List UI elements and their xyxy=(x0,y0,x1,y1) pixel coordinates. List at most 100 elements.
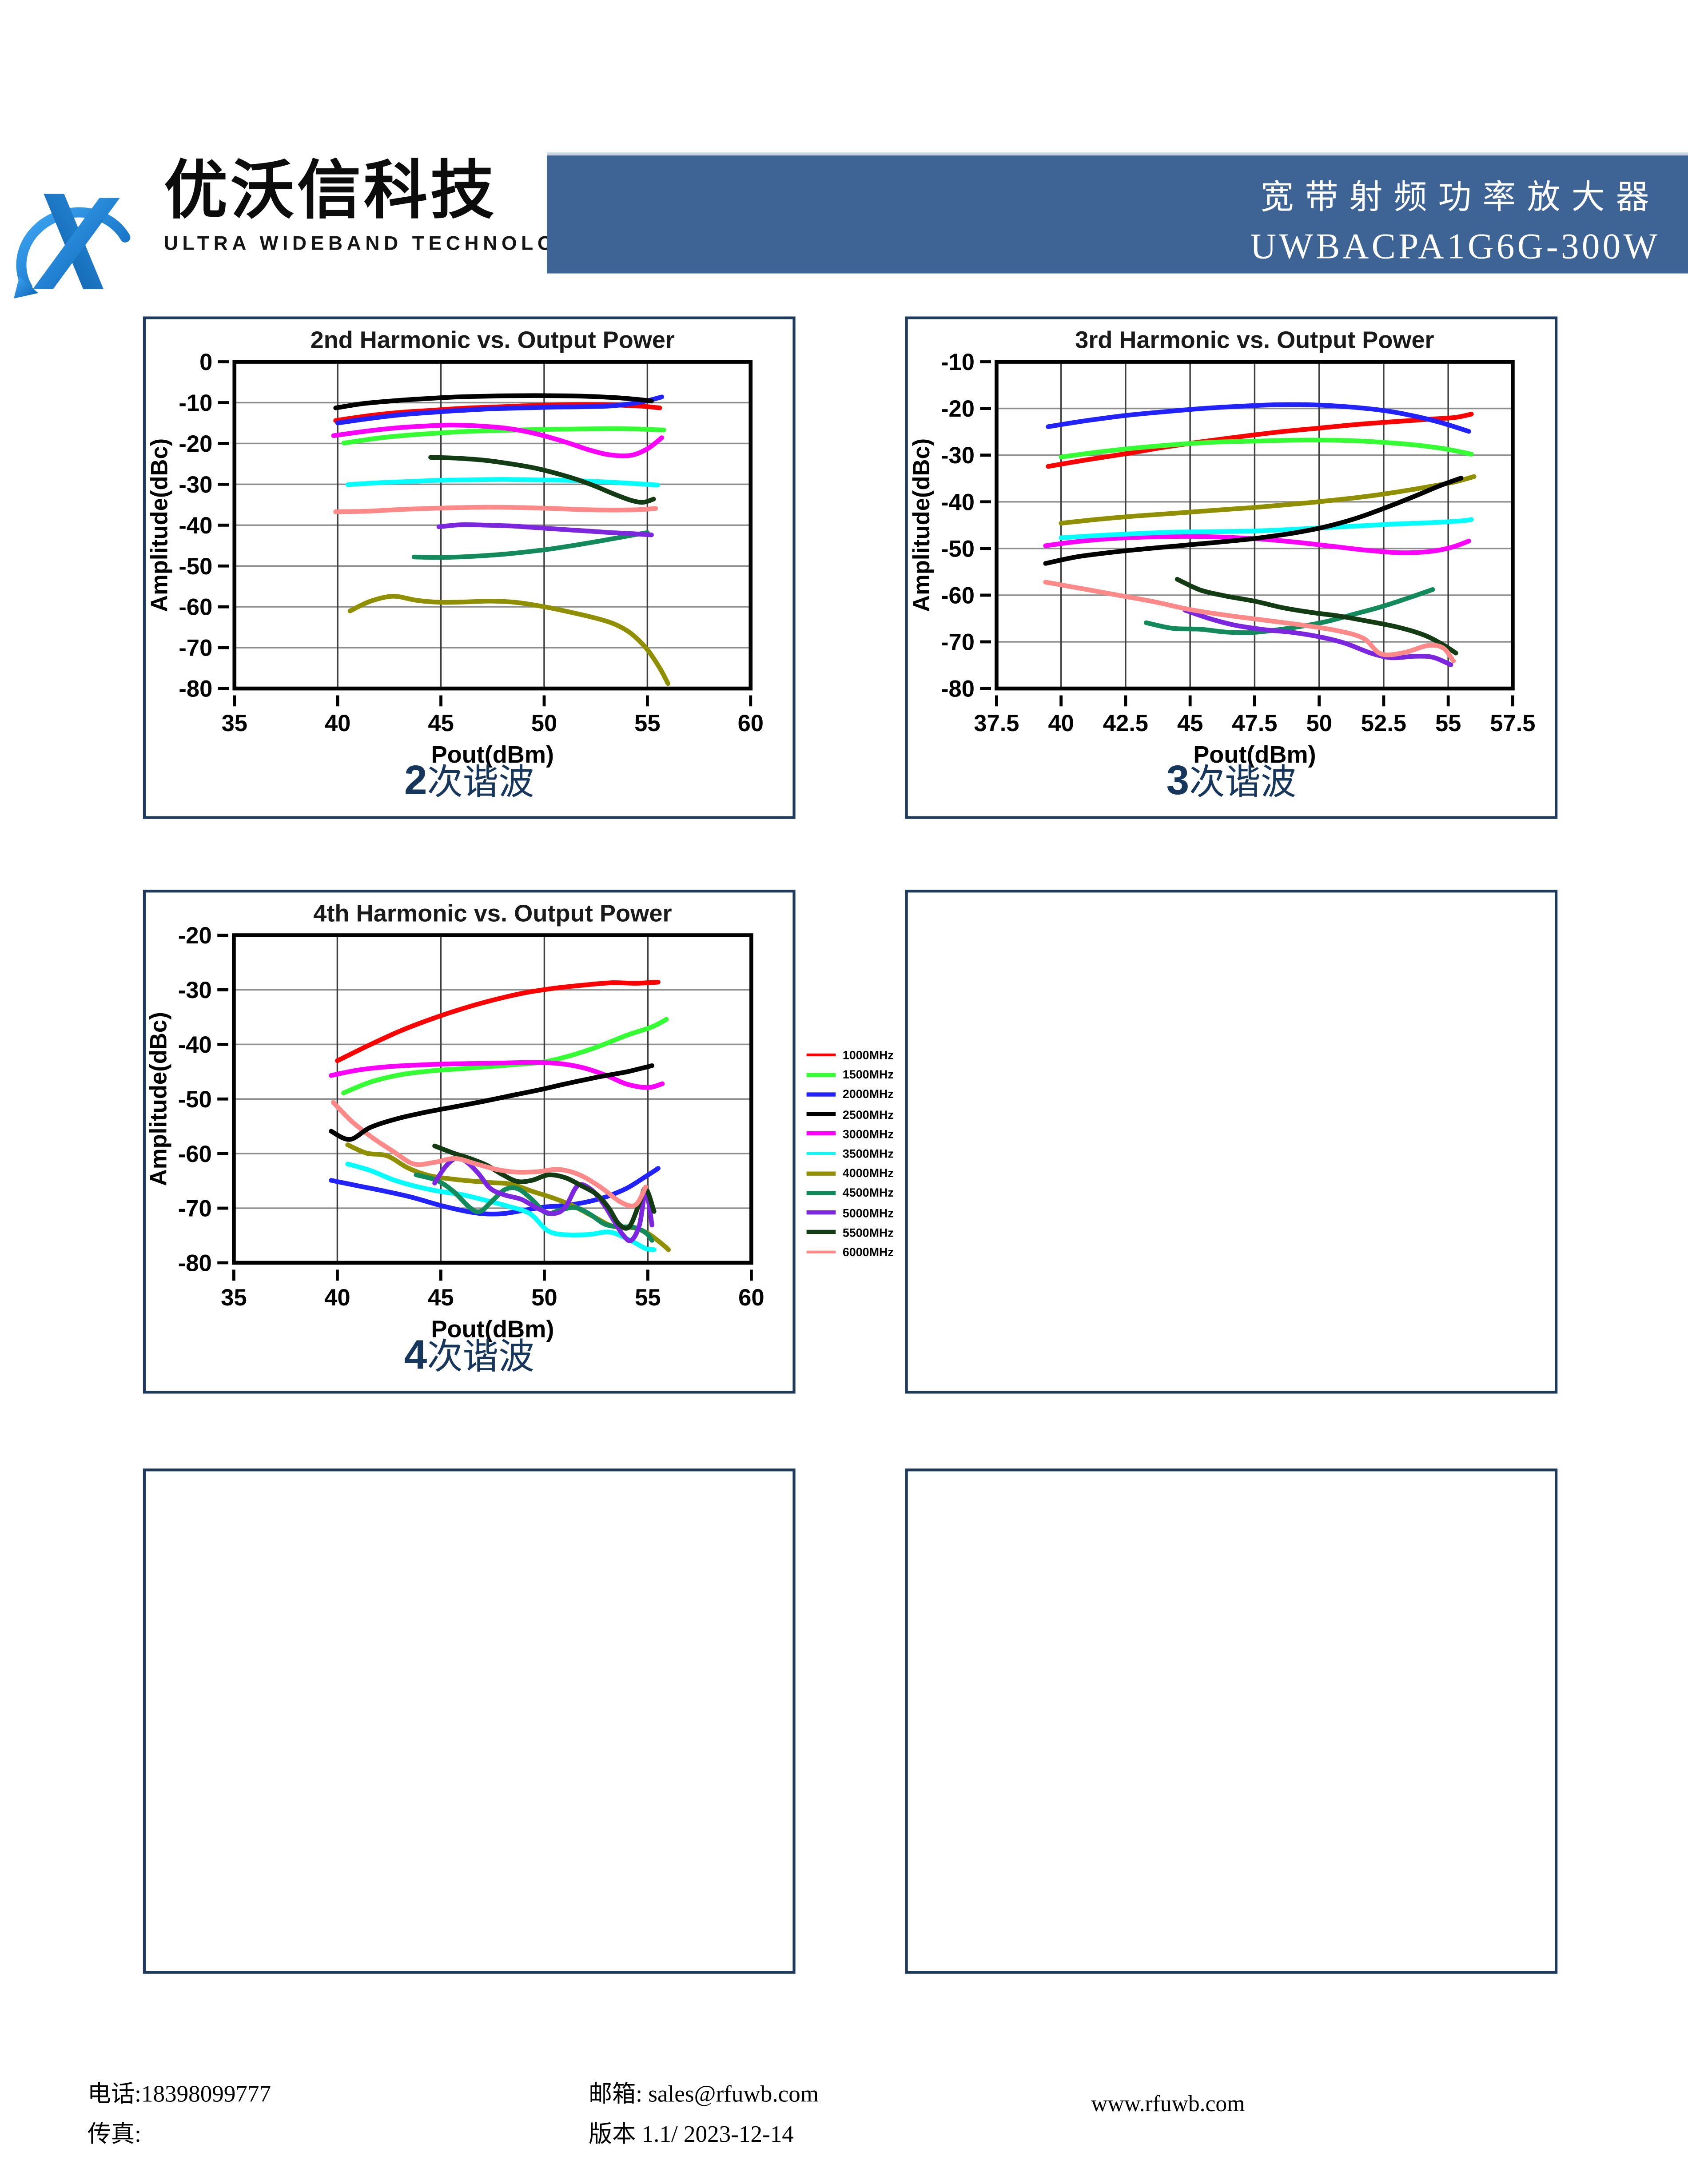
svg-text:45: 45 xyxy=(428,710,454,736)
svg-text:-70: -70 xyxy=(179,635,212,661)
svg-text:-70: -70 xyxy=(178,1196,212,1222)
empty-panel-middle-right xyxy=(905,890,1558,1394)
svg-text:-20: -20 xyxy=(941,396,975,422)
svg-text:-40: -40 xyxy=(941,489,975,515)
legend-color-line xyxy=(806,1073,836,1077)
chart-panel-2nd-harmonic: 2nd Harmonic vs. Output Power Amplitude(d… xyxy=(143,316,796,819)
svg-text:4次谐波: 4次谐波 xyxy=(404,1332,534,1378)
footer-email: 邮箱: sales@rfuwb.com xyxy=(589,2081,819,2107)
company-name-cn: 优沃信科技 xyxy=(163,154,497,227)
svg-text:35: 35 xyxy=(222,710,247,736)
chart-2nd-harmonic: 2nd Harmonic vs. Output Power Amplitude(d… xyxy=(146,327,764,803)
footer-phone: 电话:18398099777 xyxy=(87,2081,271,2107)
svg-text:50: 50 xyxy=(531,710,557,736)
legend-item: 2000MHz xyxy=(806,1085,904,1104)
svg-text:60: 60 xyxy=(738,1285,764,1311)
svg-text:47.5: 47.5 xyxy=(1232,710,1277,736)
svg-text:60: 60 xyxy=(738,710,764,736)
svg-text:-50: -50 xyxy=(178,1086,212,1113)
svg-text:-10: -10 xyxy=(941,349,975,375)
legend-label: 1000MHz xyxy=(842,1048,894,1062)
svg-text:Pout(dBm): Pout(dBm) xyxy=(431,1316,554,1342)
svg-text:-60: -60 xyxy=(941,582,975,609)
svg-text:55: 55 xyxy=(634,710,660,736)
svg-text:37.5: 37.5 xyxy=(974,710,1019,736)
svg-text:55: 55 xyxy=(635,1285,661,1311)
svg-text:40: 40 xyxy=(324,1285,350,1311)
empty-panel-bottom-right xyxy=(905,1468,1558,1974)
svg-text:-80: -80 xyxy=(178,1250,212,1277)
legend-item: 3500MHz xyxy=(806,1144,904,1163)
legend-color-line xyxy=(806,1250,836,1254)
legend-color-line xyxy=(806,1171,836,1175)
svg-text:Pout(dBm): Pout(dBm) xyxy=(1193,741,1316,768)
svg-text:-10: -10 xyxy=(179,390,212,416)
footer-fax: 传真: xyxy=(87,2121,141,2148)
legend-item: 6000MHz xyxy=(806,1242,904,1261)
svg-text:-20: -20 xyxy=(179,431,212,457)
svg-text:35: 35 xyxy=(221,1285,247,1311)
svg-text:40: 40 xyxy=(325,710,350,736)
chart-4th-harmonic: 4th Harmonic vs. Output Power Amplitude(d… xyxy=(146,900,764,1378)
svg-text:50: 50 xyxy=(1306,710,1332,736)
legend-label: 3000MHz xyxy=(842,1127,894,1141)
svg-text:40: 40 xyxy=(1048,710,1074,736)
svg-text:50: 50 xyxy=(531,1285,557,1311)
svg-text:2次谐波: 2次谐波 xyxy=(404,757,534,803)
svg-text:57.5: 57.5 xyxy=(1490,710,1535,736)
legend-color-line xyxy=(806,1210,836,1215)
svg-text:-50: -50 xyxy=(179,553,212,580)
legend-item: 1000MHz xyxy=(806,1045,904,1065)
legend-label: 3500MHz xyxy=(842,1146,894,1161)
empty-panel-bottom-left xyxy=(143,1468,796,1974)
legend-color-line xyxy=(806,1053,836,1057)
legend-color-line xyxy=(806,1230,836,1234)
legend-item: 4000MHz xyxy=(806,1163,904,1183)
legend-color-line xyxy=(806,1151,836,1156)
banner-model-number: UWBACPA1G6G-300W xyxy=(1250,226,1660,267)
chart-panel-3rd-harmonic: 3rd Harmonic vs. Output Power Amplitude(d… xyxy=(905,316,1558,819)
svg-text:-30: -30 xyxy=(941,442,975,469)
svg-text:55: 55 xyxy=(1435,710,1461,736)
svg-text:42.5: 42.5 xyxy=(1103,710,1148,736)
banner-product-type: 宽带射频功率放大器 xyxy=(1260,180,1660,217)
svg-text:Amplitude(dBc): Amplitude(dBc) xyxy=(146,1012,171,1186)
legend-color-line xyxy=(806,1191,836,1195)
legend-label: 5500MHz xyxy=(842,1225,894,1239)
legend-label: 1500MHz xyxy=(842,1068,894,1082)
company-logo-icon xyxy=(14,194,131,299)
legend-item: 2500MHz xyxy=(806,1104,904,1124)
svg-text:-50: -50 xyxy=(941,536,975,562)
svg-text:-40: -40 xyxy=(178,1032,212,1058)
legend-color-line xyxy=(806,1092,836,1097)
legend-color-line xyxy=(806,1132,836,1136)
svg-text:3次谐波: 3次谐波 xyxy=(1166,757,1297,803)
product-banner: 宽带射频功率放大器 UWBACPA1G6G-300W xyxy=(547,152,1688,274)
legend-label: 5000MHz xyxy=(842,1205,894,1220)
legend-label: 4500MHz xyxy=(842,1186,894,1200)
legend-item: 5500MHz xyxy=(806,1222,904,1242)
svg-text:-40: -40 xyxy=(179,513,212,539)
svg-text:45: 45 xyxy=(1177,710,1203,736)
svg-text:2nd Harmonic vs. Output Power: 2nd Harmonic vs. Output Power xyxy=(311,327,675,354)
svg-text:4th Harmonic vs. Output Power: 4th Harmonic vs. Output Power xyxy=(313,900,672,927)
svg-text:-30: -30 xyxy=(179,472,212,498)
chart-panel-4th-harmonic: 4th Harmonic vs. Output Power Amplitude(d… xyxy=(143,890,796,1394)
svg-text:Pout(dBm): Pout(dBm) xyxy=(431,741,554,768)
svg-text:0: 0 xyxy=(199,349,212,375)
footer-website: www.rfuwb.com xyxy=(1091,2090,1245,2117)
svg-text:-20: -20 xyxy=(178,923,212,949)
legend-color-line xyxy=(806,1112,836,1116)
svg-text:-60: -60 xyxy=(179,594,212,621)
company-name-en: ULTRA WIDEBAND TECHNOLOGIES xyxy=(163,232,621,255)
svg-text:-70: -70 xyxy=(941,629,975,656)
svg-text:Amplitude(dBc): Amplitude(dBc) xyxy=(146,438,172,612)
chart-3rd-harmonic: 3rd Harmonic vs. Output Power Amplitude(d… xyxy=(908,327,1536,803)
legend-label: 4000MHz xyxy=(842,1166,894,1180)
svg-text:-80: -80 xyxy=(179,676,212,702)
legend-item: 4500MHz xyxy=(806,1183,904,1202)
svg-text:3rd Harmonic vs. Output Power: 3rd Harmonic vs. Output Power xyxy=(1075,327,1434,354)
svg-text:Amplitude(dBc): Amplitude(dBc) xyxy=(908,438,935,612)
legend-label: 2500MHz xyxy=(842,1107,894,1121)
